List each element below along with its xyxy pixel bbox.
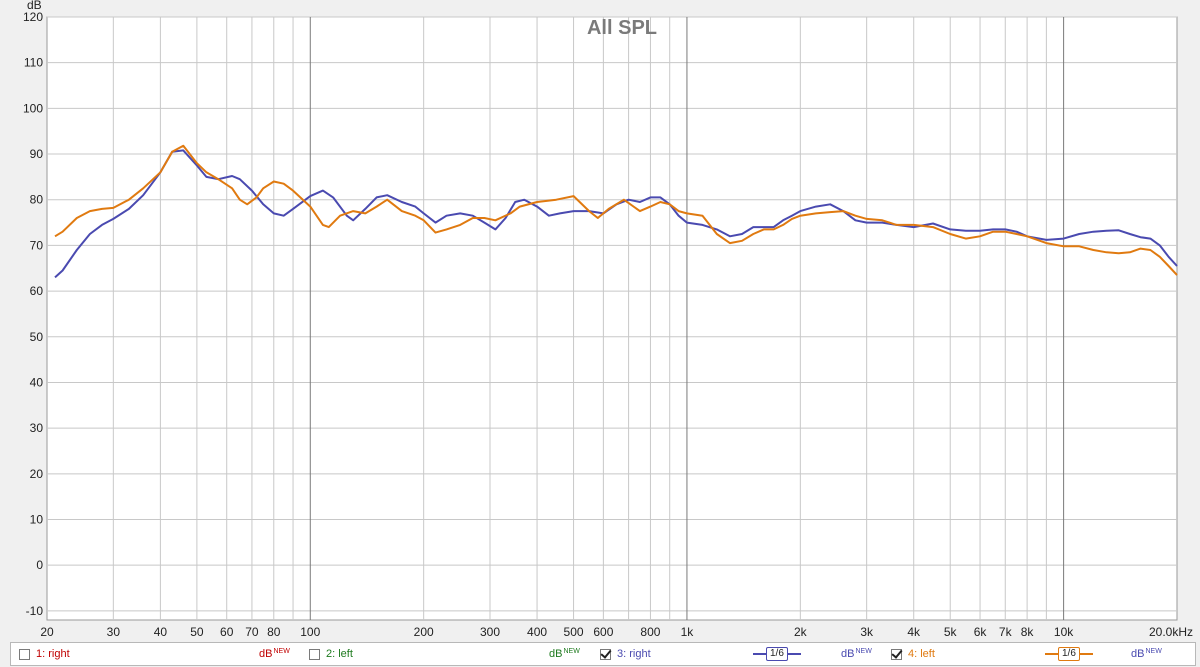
x-tick-label: 80 (267, 625, 281, 639)
y-tick-label: 100 (23, 101, 43, 115)
unit-4[interactable]: dB NEW (1131, 643, 1162, 665)
x-tick-label: 20.0kHz (1149, 625, 1193, 639)
y-tick-label: 20 (30, 467, 44, 481)
legend-item-2[interactable]: 2: left (309, 643, 353, 665)
smoothing-box-3[interactable]: 1/6 (766, 647, 788, 661)
y-tick-label: 80 (30, 193, 44, 207)
checkbox-2[interactable] (309, 648, 320, 660)
x-tick-label: 3k (860, 625, 874, 639)
smoothing-line-right-3 (786, 653, 801, 655)
smoothing-line-right-4 (1078, 653, 1093, 655)
grid (47, 16, 1177, 620)
legend-bar: 1: right dB NEW 2: left dB NEW 3: right 1/… (10, 642, 1196, 666)
x-tick-label: 60 (220, 625, 234, 639)
legend-item-3[interactable]: 3: right (600, 643, 651, 665)
unit-sup-2: NEW (563, 647, 580, 655)
unit-sup-4: NEW (1145, 647, 1162, 655)
checkbox-3[interactable] (600, 648, 611, 660)
x-tick-label: 2k (794, 625, 808, 639)
x-tick-label: 800 (640, 625, 660, 639)
plot-background (46, 16, 1178, 621)
y-tick-label: 0 (36, 558, 43, 572)
unit-label-2: dB (549, 648, 563, 660)
y-axis-label: dB (27, 0, 42, 12)
x-tick-label: 8k (1021, 625, 1035, 639)
x-tick-label: 100 (300, 625, 320, 639)
y-tick-label: 50 (30, 330, 44, 344)
smoothing-line-left-4 (1045, 653, 1059, 655)
y-tick-label: 110 (24, 56, 43, 70)
unit-label-1: dB (259, 648, 273, 660)
checkbox-4[interactable] (891, 648, 902, 660)
smoothing-4[interactable]: 1/6 (1045, 643, 1093, 665)
unit-label-3: dB (841, 648, 855, 660)
y-tick-label: 40 (30, 375, 44, 389)
x-tick-label: 500 (564, 625, 584, 639)
series-lines (54, 144, 1178, 279)
x-tick-label: 600 (593, 625, 613, 639)
y-tick-label: -10 (26, 604, 44, 618)
legend-label-3: 3: right (617, 648, 651, 660)
legend-label-2: 2: left (326, 648, 353, 660)
y-tick-label: 90 (30, 147, 44, 161)
y-tick-label: 60 (30, 284, 44, 298)
x-tick-label: 7k (999, 625, 1013, 639)
smoothing-3[interactable]: 1/6 (753, 643, 801, 665)
y-tick-label: 70 (30, 238, 44, 252)
legend-label-4: 4: left (908, 648, 935, 660)
x-axis-ticks: 20 30 40 50 60 70 80 100 200 300 400 500 600 800 1k 2k 3… (40, 625, 1193, 639)
unit-1[interactable]: dB NEW (259, 643, 290, 665)
checkbox-1[interactable] (19, 648, 30, 660)
unit-sup-3: NEW (855, 647, 872, 655)
smoothing-box-4[interactable]: 1/6 (1058, 647, 1080, 661)
y-tick-label: 10 (30, 513, 44, 527)
unit-label-4: dB (1131, 648, 1145, 660)
legend-item-4[interactable]: 4: left (891, 643, 935, 665)
series-line-2 (54, 144, 1178, 276)
smoothing-line-left-3 (753, 653, 767, 655)
unit-2[interactable]: dB NEW (549, 643, 580, 665)
x-tick-label: 10k (1054, 625, 1074, 639)
x-tick-label: 200 (414, 625, 434, 639)
x-tick-label: 5k (944, 625, 958, 639)
x-tick-label: 50 (190, 625, 204, 639)
spl-chart: -10 0 10 20 30 40 50 60 70 80 90 100 110 120 20 30 40 50… (23, 0, 1193, 639)
x-tick-label: 40 (154, 625, 168, 639)
x-tick-label: 1k (681, 625, 695, 639)
legend-label-1: 1: right (36, 648, 70, 660)
unit-sup-1: NEW (273, 647, 290, 655)
y-tick-label: 120 (23, 10, 43, 24)
unit-3[interactable]: dB NEW (841, 643, 872, 665)
x-tick-label: 70 (245, 625, 259, 639)
x-tick-label: 6k (974, 625, 988, 639)
y-tick-label: 30 (30, 421, 44, 435)
chart-title: All SPL (587, 17, 657, 39)
legend-item-1[interactable]: 1: right (19, 643, 70, 665)
x-tick-label: 300 (480, 625, 500, 639)
y-axis-ticks: -10 0 10 20 30 40 50 60 70 80 90 100 110 120 (23, 10, 43, 618)
x-tick-label: 30 (107, 625, 121, 639)
x-tick-label: 20 (40, 625, 54, 639)
x-tick-label: 400 (527, 625, 547, 639)
x-tick-label: 4k (907, 625, 921, 639)
